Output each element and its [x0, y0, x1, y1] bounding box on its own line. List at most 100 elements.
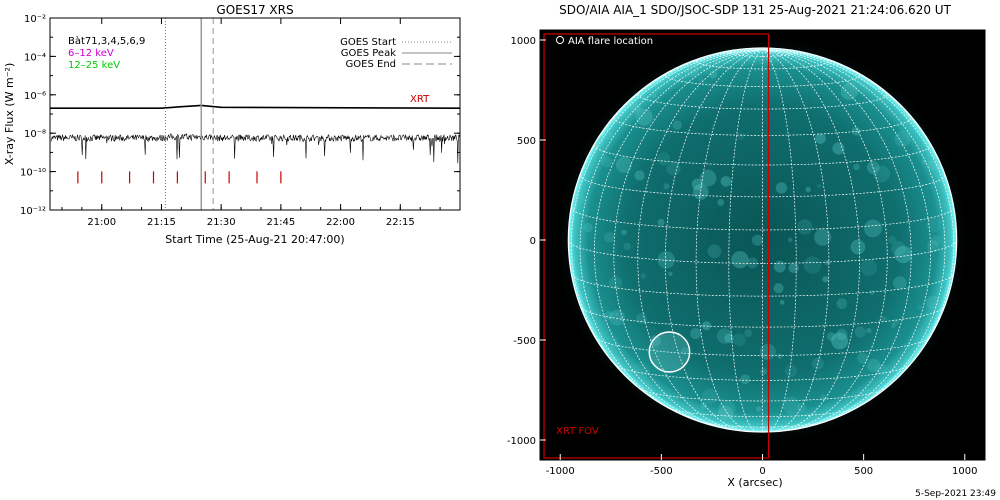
aia-bright-patch	[707, 244, 722, 259]
goes-xtick-label: 21:00	[87, 217, 116, 228]
goes-info-line: 12–25 keV	[68, 60, 120, 71]
aia-bright-patch	[788, 237, 793, 243]
aia-ytick-label: -500	[513, 336, 536, 347]
aia-bright-patch	[881, 316, 888, 322]
aia-bright-patch	[777, 353, 783, 359]
aia-bright-patch	[640, 273, 647, 279]
aia-bright-patch	[807, 412, 820, 426]
goes-title: GOES17 XRS	[216, 3, 293, 17]
aia-latitude-line	[665, 74, 860, 88]
aia-bright-patch	[892, 319, 899, 326]
aia-bright-patch	[737, 132, 745, 140]
aia-bright-patch	[850, 239, 866, 255]
goes-ytick-label: 10⁻⁶	[24, 91, 46, 102]
aia-latitude-line	[614, 364, 911, 381]
aia-bright-patch	[681, 347, 689, 355]
aia-bright-patch	[732, 333, 746, 347]
aia-bright-patch	[773, 283, 784, 294]
aia-bright-patch	[824, 259, 831, 266]
aia-bright-patch	[917, 304, 923, 310]
aia-longitude-line	[637, 49, 763, 431]
aia-longitude-line	[762, 49, 888, 431]
aia-bright-patch	[582, 295, 588, 301]
aia-bright-patch	[860, 259, 878, 276]
aia-bright-patch	[716, 328, 733, 344]
aia-xtick-label: 1000	[952, 466, 977, 477]
aia-xtick-label: 0	[759, 466, 765, 477]
aia-bright-patch	[836, 328, 848, 340]
aia-bright-patch	[866, 358, 881, 373]
goes-legend-label: GOES Start	[340, 37, 396, 48]
goes-info-line: 6–12 keV	[68, 48, 114, 59]
aia-bright-patch	[690, 328, 702, 339]
aia-limb-outline	[567, 47, 958, 433]
aia-bright-patch	[615, 357, 621, 363]
aia-bright-patch	[663, 183, 670, 190]
goes-legend-label: GOES Peak	[341, 48, 396, 59]
aia-xrt-fov-box	[543, 33, 770, 459]
goes-xtick-label: 22:00	[326, 217, 355, 228]
aia-latitude-line	[700, 421, 825, 428]
aia-bright-patch	[891, 241, 906, 256]
aia-bright-patch	[857, 352, 869, 364]
goes-plot-area: 10⁻¹² 10⁻¹⁰ 10⁻⁸ 10⁻⁶ 10⁻⁴ 10⁻² 21:00 21:15 21:3…	[20, 14, 461, 228]
goes-panel: GOES17 XRS 10⁻¹² 10⁻¹⁰ 10⁻⁸ 10⁻⁶ 10⁻⁴ 10⁻² 21:…	[3, 3, 461, 246]
aia-bright-patch	[784, 364, 798, 378]
aia-bright-patch	[888, 235, 897, 245]
aia-bright-patch	[718, 405, 733, 421]
aia-longitude-line	[762, 49, 860, 432]
aia-longitude-line	[570, 49, 763, 397]
aia-bright-patch	[629, 102, 641, 113]
aia-bright-patch	[796, 402, 807, 413]
aia-bright-patch	[815, 133, 826, 144]
aia-bright-patch	[657, 218, 665, 226]
aia-longitude-line	[762, 49, 912, 430]
aia-bright-patch	[700, 402, 707, 409]
goes-xrt-label: XRT	[410, 94, 430, 105]
goes-info-line: Bàt71,3,4,5,6,9	[68, 35, 145, 47]
aia-xlabel: X (arcsec)	[727, 476, 782, 489]
aia-bright-patch	[691, 178, 703, 190]
aia-xrt-fov-label: XRT FOV	[556, 426, 599, 437]
aia-bright-patch	[676, 71, 684, 80]
aia-latitude-line	[695, 60, 830, 70]
aia-bright-patch	[863, 219, 882, 238]
aia-ytick-label: 500	[517, 136, 536, 147]
goes-ytick-label: 10⁻⁴	[24, 52, 46, 63]
aia-bright-patch	[635, 108, 653, 126]
aia-bright-patch	[759, 343, 776, 360]
aia-bright-patch	[875, 363, 888, 376]
aia-latitude-line	[570, 206, 955, 231]
aia-bright-patch	[657, 152, 671, 166]
aia-bright-patch	[718, 400, 736, 418]
aia-bright-patch	[931, 235, 942, 246]
aia-bright-patch	[604, 130, 614, 140]
aia-longitude-line	[728, 49, 763, 432]
aia-bright-patch	[854, 326, 866, 338]
aia-bright-patch	[731, 251, 749, 269]
goes-xtick-label: 22:15	[386, 217, 415, 228]
aia-bright-patch	[853, 163, 860, 171]
aia-bright-patch	[803, 256, 822, 274]
aia-bright-patch	[698, 77, 703, 82]
aia-bright-patch	[604, 232, 615, 243]
aia-axes: -1000 -500 0 500 1000 -1000 -500 0 500 1000	[507, 29, 986, 477]
aia-bright-patch	[657, 251, 675, 269]
goes-plot-frame	[49, 17, 461, 211]
aia-ytick-label: 0	[530, 236, 536, 247]
aia-bright-patch	[740, 374, 751, 385]
aia-ytick-label: -1000	[507, 436, 536, 447]
aia-bright-patch	[894, 245, 912, 264]
aia-bright-patch	[814, 228, 832, 246]
goes-ytick-label: 10⁻⁸	[24, 129, 46, 140]
aia-bright-patch	[869, 289, 875, 295]
aia-bright-patch	[652, 93, 657, 98]
aia-bright-patch	[927, 158, 941, 171]
goes-high-flux-line	[50, 104, 461, 109]
aia-bright-patch	[744, 329, 753, 338]
aia-bright-patch	[840, 82, 858, 100]
aia-bright-patch	[832, 142, 845, 155]
aia-bright-patch	[699, 169, 717, 187]
goes-low-flux-line	[50, 133, 460, 164]
